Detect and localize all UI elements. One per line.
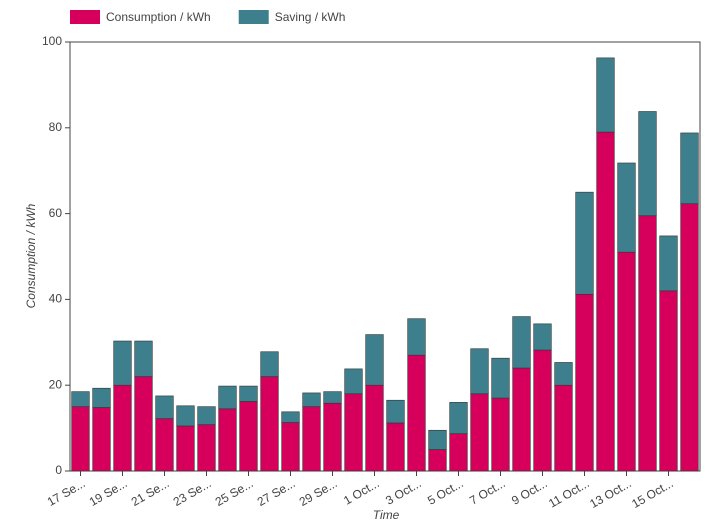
bar-segment — [428, 449, 447, 472]
bar-segment — [449, 433, 468, 472]
bar-segment — [176, 405, 195, 427]
bar-segment — [512, 367, 531, 472]
y-tick-label: 80 — [49, 120, 63, 134]
bar-segment — [428, 429, 447, 450]
x-tick-label: 29 Se... — [297, 476, 340, 509]
x-axis-title: Time — [373, 508, 400, 522]
bar-segment — [113, 340, 132, 386]
bar-segment — [197, 424, 216, 472]
y-axis-title: Consumption / kWh — [24, 203, 38, 308]
bar-segment — [302, 392, 321, 407]
bar-segment — [386, 399, 405, 424]
bar-segment — [470, 393, 489, 472]
bar-segment — [323, 402, 342, 472]
x-tick-label: 13 Oct... — [587, 476, 633, 511]
bar-segment — [302, 406, 321, 472]
bar-segment — [491, 357, 510, 399]
bar-segment — [260, 376, 279, 472]
bar-segment — [407, 354, 426, 472]
x-tick-label: 7 Oct... — [467, 476, 508, 507]
bar-segment — [533, 349, 552, 472]
x-tick-label: 11 Oct... — [546, 476, 592, 510]
x-tick-label: 19 Se... — [87, 476, 130, 509]
bar-segment — [680, 132, 699, 205]
y-tick-label: 60 — [49, 206, 63, 220]
bar-segment — [386, 422, 405, 472]
bar-segment — [596, 57, 615, 133]
plot-frame — [69, 41, 701, 472]
legend-swatch — [238, 10, 269, 24]
bar-segment — [533, 323, 552, 351]
bar-segment — [554, 362, 573, 386]
bar-segment — [260, 351, 279, 377]
x-tick-label: 25 Se... — [213, 476, 256, 509]
bar-segment — [659, 235, 678, 292]
x-tick-label: 15 Oct... — [629, 476, 675, 511]
bar-segment — [218, 385, 237, 410]
bar-segment — [596, 131, 615, 472]
bar-segment — [365, 334, 384, 386]
x-tick-label: 1 Oct... — [341, 476, 382, 507]
x-tick-label: 23 Se... — [171, 476, 214, 509]
bar-segment — [71, 406, 90, 472]
bar-segment — [470, 348, 489, 395]
bar-segment — [680, 203, 699, 472]
bar-segment — [512, 316, 531, 369]
bar-segment — [323, 391, 342, 404]
x-tick-label: 17 Se... — [45, 476, 88, 509]
bar-segment — [281, 411, 300, 423]
bar-segment — [575, 293, 594, 472]
bar-segment — [239, 385, 258, 402]
bar-segment — [491, 397, 510, 472]
legend-label: Consumption / kWh — [106, 10, 211, 24]
x-tick-label: 5 Oct... — [425, 476, 466, 507]
bar-segment — [176, 425, 195, 472]
bar-segment — [134, 340, 153, 377]
bar-segment — [155, 395, 174, 419]
legend-swatch — [70, 10, 100, 24]
y-tick-label: 100 — [42, 34, 62, 48]
bar-segment — [218, 408, 237, 472]
bar-segment — [92, 407, 111, 472]
y-tick-label: 0 — [55, 463, 62, 477]
bar-segment — [407, 318, 426, 356]
x-tick-label: 21 Se... — [129, 476, 172, 509]
x-tick-label: 27 Se... — [255, 476, 298, 509]
bar-segment — [554, 384, 573, 472]
bar-segment — [239, 401, 258, 472]
legend-label: Saving / kWh — [275, 10, 346, 24]
bar-segment — [155, 418, 174, 472]
bar-segment — [659, 290, 678, 472]
bar-segment — [617, 251, 636, 472]
y-tick-label: 40 — [49, 292, 63, 306]
bar-segment — [71, 391, 90, 407]
bar-segment — [449, 402, 468, 434]
bar-segment — [113, 384, 132, 472]
bar-segment — [365, 384, 384, 472]
x-tick-label: 3 Oct... — [383, 476, 424, 507]
bar-segment — [617, 162, 636, 253]
bar-segment — [638, 111, 657, 217]
bar-segment — [197, 406, 216, 425]
bar-segment — [344, 368, 363, 395]
y-tick-label: 20 — [49, 377, 63, 391]
bar-segment — [638, 215, 657, 472]
x-tick-label: 9 Oct... — [509, 476, 550, 507]
bar-segment — [575, 191, 594, 295]
bar-segment — [134, 376, 153, 472]
bar-segment — [344, 393, 363, 472]
bar-segment — [92, 387, 111, 408]
bar-segment — [281, 422, 300, 472]
